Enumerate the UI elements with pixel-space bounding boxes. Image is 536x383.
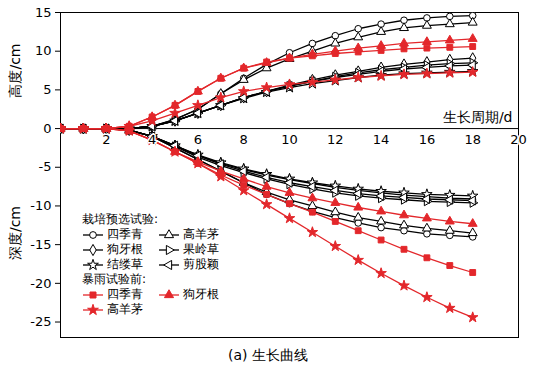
svg-text:2: 2	[102, 132, 110, 147]
svg-text:14: 14	[373, 132, 390, 147]
svg-text:4: 4	[148, 132, 156, 147]
html-text:高羊茅: 高羊茅	[107, 302, 143, 316]
html-text:栽培预选试验:: 栽培预选试验:	[82, 212, 158, 226]
svg-text:-5: -5	[39, 159, 52, 174]
svg-text:10: 10	[35, 43, 52, 58]
html-text:剪股颖: 剪股颖	[183, 257, 219, 271]
html-text:高羊茅: 高羊茅	[183, 227, 219, 241]
svg-text:-25: -25	[30, 314, 51, 329]
html-text:四季青: 四季青	[107, 287, 143, 301]
svg-text:生长周期/d: 生长周期/d	[443, 109, 513, 125]
svg-text:16: 16	[419, 132, 436, 147]
svg-text:8: 8	[240, 132, 248, 147]
svg-text:-10: -10	[30, 198, 51, 213]
svg-text:0: 0	[43, 121, 51, 136]
svg-text:10: 10	[281, 132, 298, 147]
html-text:结缕草: 结缕草	[107, 257, 143, 271]
html-text:狗牙根: 狗牙根	[107, 242, 143, 256]
svg-text:5: 5	[43, 82, 51, 97]
html-text:四季青: 四季青	[107, 227, 143, 241]
svg-text:15: 15	[35, 5, 52, 20]
html-text:(a) 生长曲线: (a) 生长曲线	[228, 347, 308, 363]
svg-text:20: 20	[510, 132, 527, 147]
html-text:果岭草: 果岭草	[183, 242, 219, 256]
svg-text:18: 18	[464, 132, 481, 147]
html-text:暴雨试验前:: 暴雨试验前:	[82, 272, 146, 286]
svg-text:-15: -15	[30, 237, 51, 252]
html-text:狗牙根: 狗牙根	[183, 287, 219, 301]
svg-text:深度/cm: 深度/cm	[7, 206, 23, 260]
svg-text:高度/cm: 高度/cm	[7, 44, 23, 98]
svg-text:12: 12	[327, 132, 344, 147]
svg-text:6: 6	[194, 132, 202, 147]
svg-text:-20: -20	[30, 275, 51, 290]
